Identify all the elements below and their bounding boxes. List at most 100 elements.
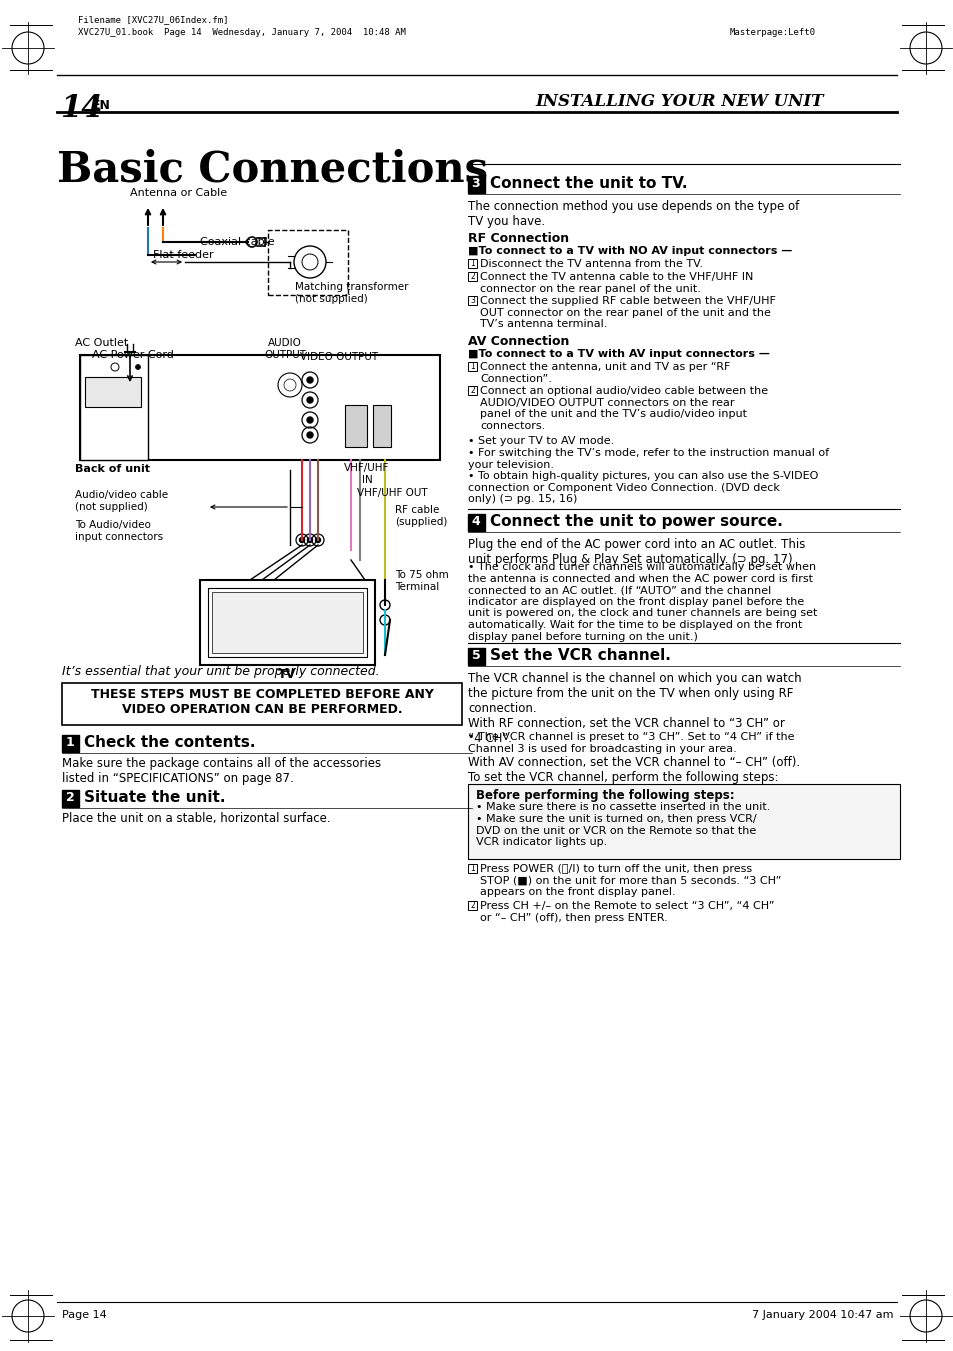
Text: Connect the antenna, unit and TV as per “RF
Connection”.: Connect the antenna, unit and TV as per … — [479, 362, 730, 384]
Bar — [208, 588, 367, 657]
Text: VHF/UHF
IN: VHF/UHF IN — [344, 463, 389, 485]
Bar — [468, 865, 476, 873]
Bar — [468, 901, 476, 911]
Text: 2: 2 — [66, 790, 74, 804]
Bar — [468, 648, 484, 665]
Text: 2: 2 — [470, 386, 475, 394]
Bar — [468, 784, 899, 859]
Text: Matching transformer
(not supplied): Matching transformer (not supplied) — [294, 282, 408, 304]
Text: Before performing the following steps:: Before performing the following steps: — [476, 789, 734, 802]
Text: • Make sure the unit is turned on, then press VCR/
DVD on the unit or VCR on the: • Make sure the unit is turned on, then … — [476, 815, 756, 847]
Text: INSTALLING YOUR NEW UNIT: INSTALLING YOUR NEW UNIT — [536, 93, 823, 109]
Text: The connection method you use depends on the type of
TV you have.: The connection method you use depends on… — [468, 200, 799, 228]
Text: It’s essential that your unit be properly connected.: It’s essential that your unit be properl… — [62, 665, 379, 678]
Text: 1: 1 — [66, 736, 74, 748]
Text: Masterpage:Left0: Masterpage:Left0 — [729, 28, 815, 36]
Text: VIDEO OUTPUT: VIDEO OUTPUT — [299, 353, 377, 362]
Bar — [62, 735, 79, 753]
Bar — [468, 296, 476, 305]
Bar — [80, 355, 439, 459]
Text: 3: 3 — [470, 296, 475, 305]
Bar — [268, 230, 348, 295]
Text: Filename [XVC27U_06Index.fm]: Filename [XVC27U_06Index.fm] — [78, 15, 229, 24]
Text: Antenna or Cable: Antenna or Cable — [130, 188, 227, 199]
Text: 14: 14 — [60, 93, 102, 124]
Text: • The clock and tuner channels will automatically be set when
the antenna is con: • The clock and tuner channels will auto… — [468, 562, 817, 642]
Text: Press POWER (⏻/I) to turn off the unit, then press
STOP (■) on the unit for more: Press POWER (⏻/I) to turn off the unit, … — [479, 865, 781, 897]
Text: With AV connection, set the VCR channel to “– CH” (off).
To set the VCR channel,: With AV connection, set the VCR channel … — [468, 757, 800, 784]
Text: Make sure the package contains all of the accessories
listed in “SPECIFICATIONS”: Make sure the package contains all of th… — [62, 757, 381, 785]
Bar — [62, 684, 461, 725]
Bar — [200, 580, 375, 665]
Bar — [468, 176, 484, 193]
Text: VHF/UHF OUT: VHF/UHF OUT — [356, 488, 427, 499]
Text: RF Connection: RF Connection — [468, 232, 569, 245]
Circle shape — [307, 538, 313, 543]
Circle shape — [135, 365, 140, 370]
Text: Connect an optional audio/video cable between the
AUDIO/VIDEO OUTPUT connectors : Connect an optional audio/video cable be… — [479, 386, 767, 431]
Text: Back of unit: Back of unit — [75, 463, 150, 474]
Text: • To obtain high-quality pictures, you can also use the S-VIDEO
connection or Co: • To obtain high-quality pictures, you c… — [468, 471, 818, 504]
Text: ■To connect to a TV with NO AV input connectors —: ■To connect to a TV with NO AV input con… — [468, 246, 792, 255]
Text: • Make sure there is no cassette inserted in the unit.: • Make sure there is no cassette inserte… — [476, 802, 770, 812]
Text: 4: 4 — [471, 515, 480, 528]
Text: RF cable
(supplied): RF cable (supplied) — [395, 505, 447, 527]
Bar — [468, 362, 476, 372]
Bar — [80, 355, 148, 459]
Text: 2: 2 — [470, 272, 475, 281]
Text: Basic Connections: Basic Connections — [57, 149, 488, 190]
Text: Situate the unit.: Situate the unit. — [84, 790, 225, 805]
Bar — [345, 405, 367, 447]
Text: 3: 3 — [471, 177, 479, 190]
Text: • For switching the TV’s mode, refer to the instruction manual of
your televisio: • For switching the TV’s mode, refer to … — [468, 449, 828, 470]
Text: AUDIO
OUTPUT: AUDIO OUTPUT — [264, 338, 306, 359]
Text: The VCR channel is the channel on which you can watch
the picture from the unit : The VCR channel is the channel on which … — [468, 671, 801, 744]
Circle shape — [299, 538, 304, 543]
Text: Connect the unit to TV.: Connect the unit to TV. — [490, 176, 687, 190]
Text: ■To connect to a TV with AV input connectors —: ■To connect to a TV with AV input connec… — [468, 349, 769, 359]
Bar — [85, 377, 141, 407]
Text: AC Outlet: AC Outlet — [75, 338, 128, 349]
Text: Set the VCR channel.: Set the VCR channel. — [490, 648, 670, 663]
Circle shape — [307, 377, 313, 382]
Text: XVC27U_01.book  Page 14  Wednesday, January 7, 2004  10:48 AM: XVC27U_01.book Page 14 Wednesday, Januar… — [78, 28, 405, 36]
Text: 1: 1 — [470, 259, 475, 267]
Text: 2: 2 — [470, 901, 475, 911]
Bar — [468, 513, 484, 531]
Circle shape — [315, 538, 320, 543]
Bar — [212, 592, 363, 653]
Text: Disconnect the TV antenna from the TV.: Disconnect the TV antenna from the TV. — [479, 259, 702, 269]
Text: AV Connection: AV Connection — [468, 335, 569, 349]
Text: Place the unit on a stable, horizontal surface.: Place the unit on a stable, horizontal s… — [62, 812, 331, 825]
Text: Check the contents.: Check the contents. — [84, 735, 255, 750]
Text: EN: EN — [91, 99, 111, 112]
Text: THESE STEPS MUST BE COMPLETED BEFORE ANY
VIDEO OPERATION CAN BE PERFORMED.: THESE STEPS MUST BE COMPLETED BEFORE ANY… — [91, 688, 433, 716]
Text: To 75 ohm
Terminal: To 75 ohm Terminal — [395, 570, 448, 592]
Text: • Set your TV to AV mode.: • Set your TV to AV mode. — [468, 436, 614, 446]
Text: 7 January 2004 10:47 am: 7 January 2004 10:47 am — [752, 1310, 893, 1320]
Text: AC Power Cord: AC Power Cord — [91, 350, 173, 359]
Text: Connect the unit to power source.: Connect the unit to power source. — [490, 513, 782, 530]
Text: 1: 1 — [470, 362, 475, 372]
Bar — [468, 386, 476, 394]
Circle shape — [307, 397, 313, 403]
Text: Press CH +/– on the Remote to select “3 CH”, “4 CH”
or “– CH” (off), then press : Press CH +/– on the Remote to select “3 … — [479, 901, 774, 923]
Text: • The VCR channel is preset to “3 CH”. Set to “4 CH” if the
Channel 3 is used fo: • The VCR channel is preset to “3 CH”. S… — [468, 732, 794, 754]
Text: 1: 1 — [470, 865, 475, 873]
Text: To Audio/video
input connectors: To Audio/video input connectors — [75, 520, 163, 542]
Circle shape — [307, 432, 313, 438]
Text: Flat feeder: Flat feeder — [152, 250, 213, 259]
Text: TV: TV — [277, 667, 295, 681]
Text: Coaxial cable: Coaxial cable — [200, 236, 274, 247]
Bar — [62, 790, 79, 807]
Text: Plug the end of the AC power cord into an AC outlet. This
unit performs Plug & P: Plug the end of the AC power cord into a… — [468, 538, 804, 566]
Bar — [373, 405, 391, 447]
Circle shape — [307, 417, 313, 423]
Text: Audio/video cable
(not supplied): Audio/video cable (not supplied) — [75, 490, 168, 512]
Text: Page 14: Page 14 — [62, 1310, 107, 1320]
Bar — [468, 272, 476, 281]
Text: 5: 5 — [471, 648, 480, 662]
Text: Connect the TV antenna cable to the VHF/UHF IN
connector on the rear panel of th: Connect the TV antenna cable to the VHF/… — [479, 272, 753, 293]
Text: Connect the supplied RF cable between the VHF/UHF
OUT connector on the rear pane: Connect the supplied RF cable between th… — [479, 296, 775, 330]
Bar — [468, 259, 476, 267]
